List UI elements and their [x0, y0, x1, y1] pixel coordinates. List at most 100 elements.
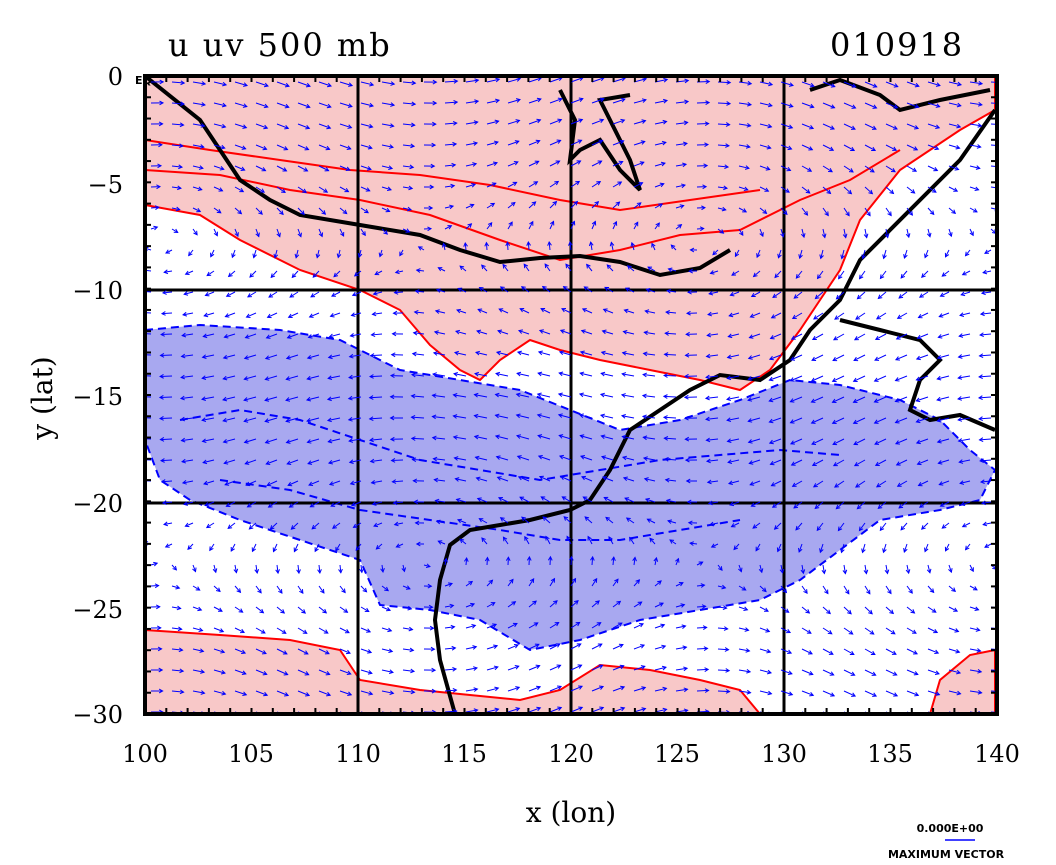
wind-vector — [633, 222, 639, 230]
wind-vector-head — [566, 535, 571, 541]
wind-vector-head — [341, 588, 346, 594]
wind-vector — [633, 644, 645, 650]
wind-vector-head — [600, 455, 607, 460]
wind-vector-head — [742, 208, 748, 213]
wind-vector — [801, 648, 813, 655]
wind-vector — [474, 435, 488, 440]
wind-vector-head — [200, 690, 206, 695]
wind-vector-head — [338, 568, 343, 574]
wind-vector — [402, 144, 415, 147]
wind-vector — [612, 578, 619, 587]
wind-vector-head — [789, 377, 795, 382]
wind-vector-head — [974, 186, 980, 192]
wind-vector — [843, 102, 856, 109]
wind-vector — [791, 459, 803, 466]
wind-vector-head — [811, 440, 817, 445]
wind-vector — [339, 81, 353, 87]
wind-vector — [675, 142, 688, 146]
wind-vector-head — [392, 500, 398, 506]
wind-vector-head — [782, 588, 788, 594]
wind-vector-head — [236, 588, 242, 594]
wind-vector-head — [413, 309, 419, 315]
wind-vector-head — [976, 144, 982, 149]
wind-vector-head — [905, 233, 911, 239]
wind-vector — [780, 669, 793, 675]
wind-vector-head — [644, 497, 650, 503]
wind-vector — [444, 626, 455, 629]
wind-vector — [444, 122, 457, 125]
wind-vector-head — [159, 79, 165, 85]
wind-vector-head — [578, 706, 584, 711]
wind-vector-head — [685, 331, 690, 337]
wind-vector — [857, 501, 866, 510]
wind-vector — [381, 144, 394, 148]
wind-vector-head — [368, 374, 374, 379]
wind-vector-head — [705, 458, 711, 464]
wind-vector-head — [705, 374, 711, 380]
wind-vector-head — [726, 101, 732, 106]
wind-vector-head — [537, 454, 543, 460]
wind-vector — [777, 543, 782, 552]
wind-vector-head — [598, 139, 604, 144]
wind-vector-head — [811, 335, 817, 341]
wind-vector-head — [683, 141, 688, 147]
wind-vector — [969, 165, 980, 169]
plot-date: 010918 — [830, 26, 964, 64]
wind-vector — [349, 375, 362, 379]
wind-vector — [502, 264, 509, 272]
wind-vector — [498, 497, 509, 503]
wind-vector-head — [156, 184, 162, 190]
wind-vector-head — [641, 119, 647, 124]
wind-vector — [360, 102, 374, 107]
wind-vector — [759, 669, 772, 674]
wind-vector-head — [617, 622, 623, 627]
wind-vector — [738, 648, 750, 652]
wind-vector — [381, 606, 391, 611]
wind-vector-head — [863, 233, 869, 239]
wind-vector-head — [791, 482, 797, 487]
wind-vector-head — [621, 455, 627, 461]
wind-vector — [549, 707, 562, 713]
wind-vector — [728, 480, 740, 485]
wind-vector — [969, 207, 978, 213]
wind-vector-head — [494, 392, 500, 398]
wind-vector — [875, 333, 887, 340]
wind-vector-head — [741, 586, 747, 591]
wind-vector — [444, 143, 457, 146]
wind-vector-head — [260, 188, 266, 193]
wind-vector — [726, 396, 740, 400]
wind-vector-head — [596, 181, 602, 186]
wind-vector-head — [921, 273, 926, 278]
wind-vector — [643, 352, 656, 356]
wind-vector — [225, 312, 236, 318]
wind-vector-head — [663, 436, 669, 441]
wind-vector — [906, 123, 919, 129]
wind-vector-head — [179, 122, 185, 128]
wind-vector — [853, 417, 866, 424]
wind-vector-head — [244, 460, 250, 465]
wind-vector — [330, 501, 341, 507]
wind-vector-head — [517, 329, 523, 334]
wind-vector-head — [321, 210, 327, 215]
wind-vector — [927, 207, 935, 215]
wind-vector — [224, 480, 236, 486]
wind-vector — [486, 202, 495, 209]
wind-vector — [631, 242, 635, 251]
wind-vector — [549, 664, 561, 671]
wind-vector-head — [957, 396, 963, 401]
wind-vector — [444, 583, 453, 587]
wind-vector-head — [374, 270, 380, 276]
wind-vector-head — [969, 567, 974, 573]
wind-vector — [645, 310, 656, 314]
wind-vector-head — [835, 294, 841, 300]
wind-vector-head — [264, 439, 270, 444]
wind-vector-head — [557, 413, 563, 418]
wind-vector-head — [704, 688, 710, 693]
wind-vector — [822, 690, 835, 697]
wind-vector — [801, 564, 804, 574]
wind-vector-head — [915, 418, 921, 424]
wind-vector-head — [933, 166, 939, 172]
wind-vector-head — [977, 669, 983, 674]
wind-vector — [711, 543, 719, 548]
wind-vector-head — [896, 482, 902, 487]
